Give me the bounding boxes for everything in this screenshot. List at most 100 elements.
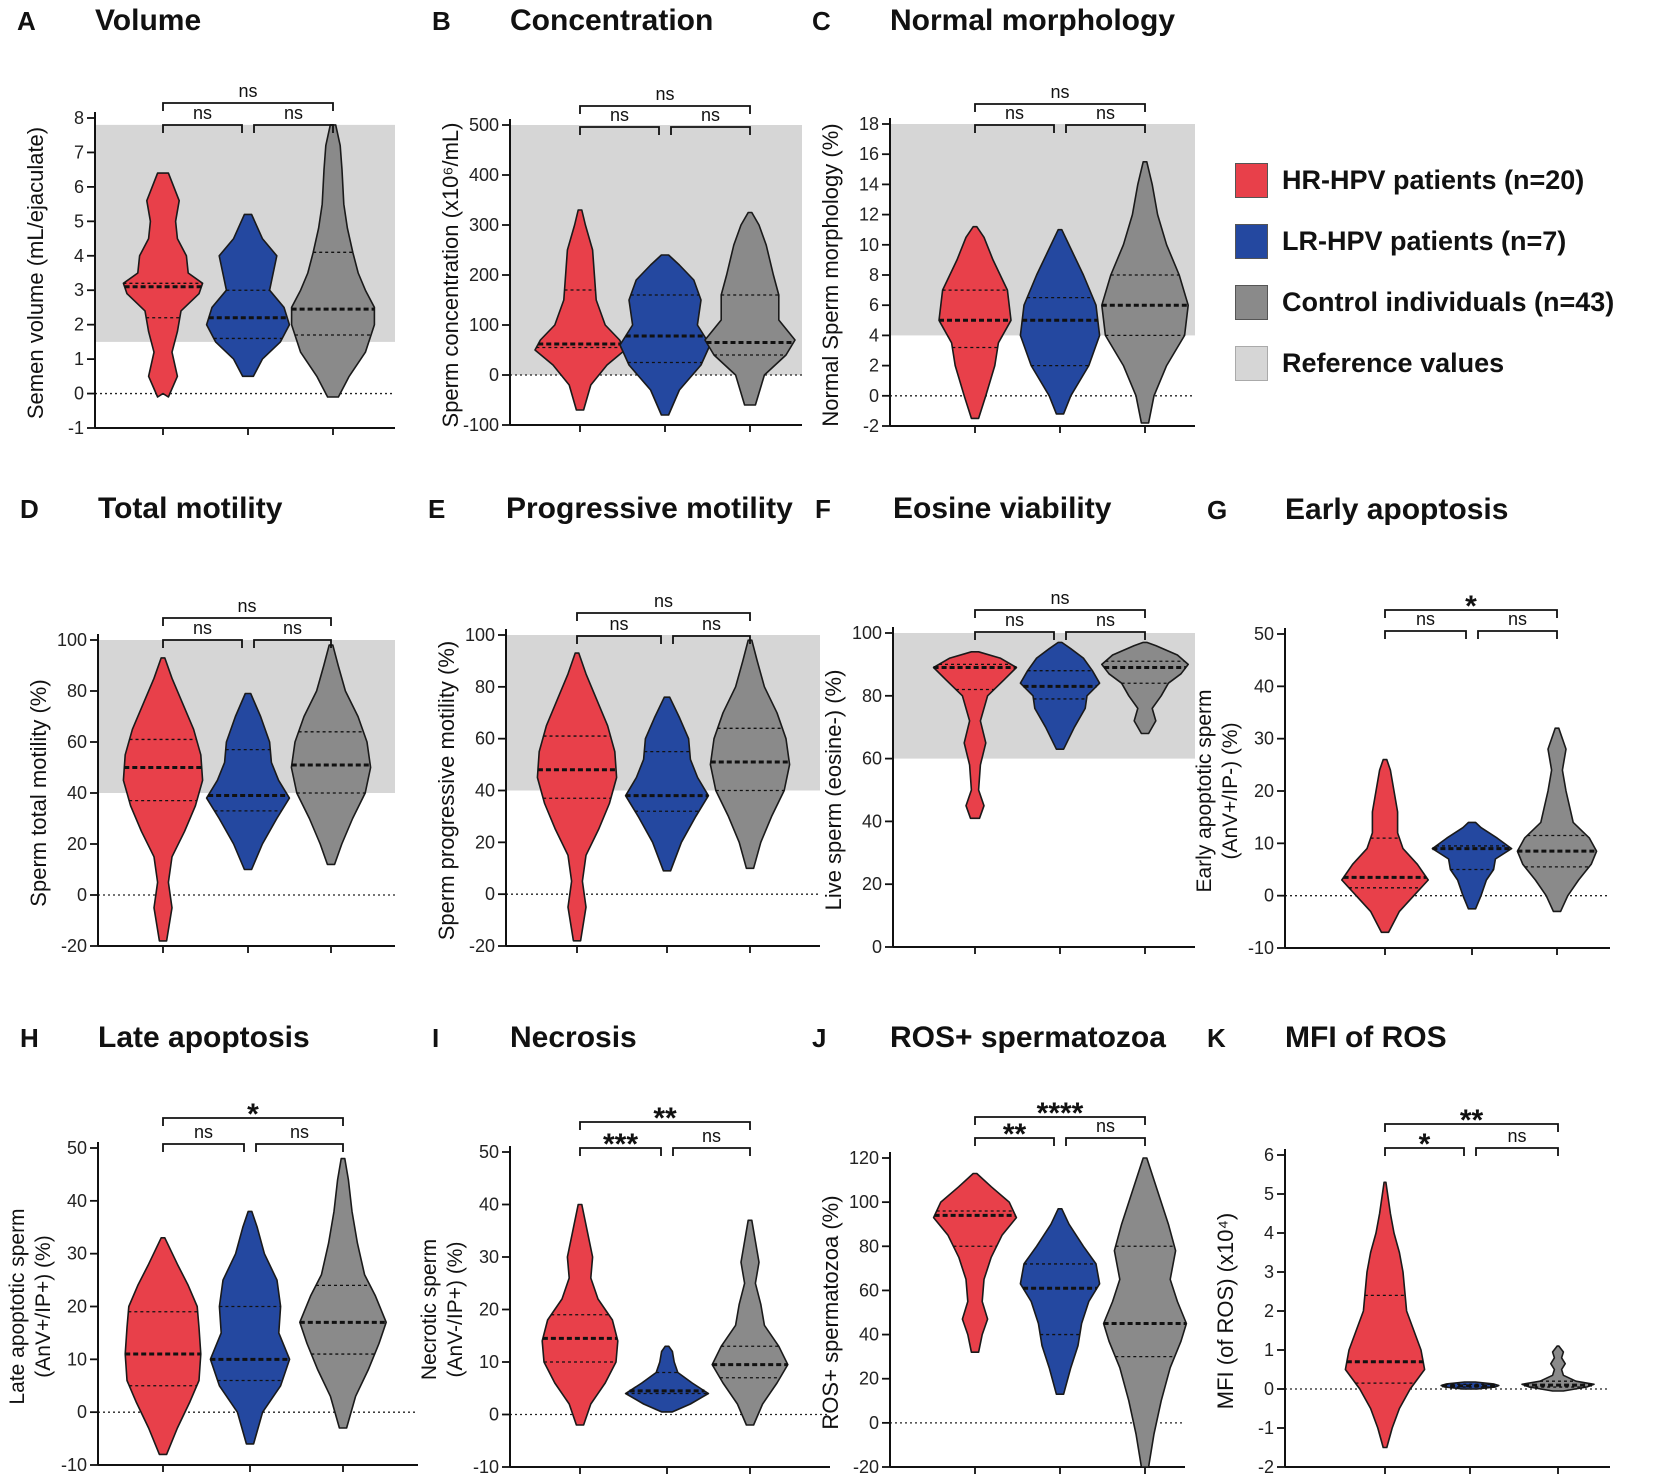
significance-label: ****	[1037, 1097, 1084, 1130]
y-tick-label: 7	[74, 142, 84, 162]
panel-title: Early apoptosis	[1285, 493, 1508, 526]
significance-bracket	[672, 635, 751, 644]
y-tick-label: -20	[469, 936, 495, 956]
significance-label: ***	[603, 1128, 638, 1161]
significance-label: ns	[284, 103, 303, 123]
y-tick-label: 0	[77, 885, 87, 905]
y-tick-label: 8	[74, 108, 84, 128]
y-tick-label: 40	[475, 781, 495, 801]
significance-label: ns	[238, 81, 257, 101]
y-tick-label: 300	[469, 215, 499, 235]
significance-label: ns	[702, 1126, 721, 1146]
y-tick-label: 100	[849, 1192, 879, 1212]
y-tick-label: 10	[479, 1352, 499, 1372]
y-tick-label: 100	[57, 630, 87, 650]
y-tick-label: 0	[872, 937, 882, 957]
panel-letter: C	[812, 6, 831, 36]
y-tick-label: 20	[1254, 781, 1274, 801]
y-tick-label: -10	[61, 1455, 87, 1475]
significance-label: ns	[1507, 1126, 1526, 1146]
y-tick-label: 80	[475, 677, 495, 697]
legend-item-lr: LR-HPV patients (n=7)	[1235, 211, 1614, 272]
panel-title: Normal morphology	[890, 4, 1175, 37]
y-tick-label: 80	[862, 686, 882, 706]
significance-bracket	[579, 1121, 751, 1130]
significance-bracket	[974, 124, 1055, 133]
panel-letter: B	[432, 6, 451, 36]
significance-label: ns	[1096, 610, 1115, 630]
panel-letter: E	[428, 494, 445, 524]
y-tick-label: 6	[1264, 1145, 1274, 1165]
violin-lr	[624, 696, 710, 872]
legend-swatch-ref	[1235, 346, 1268, 381]
y-tick-label: -2	[1258, 1457, 1274, 1477]
y-tick-label: 14	[859, 174, 879, 194]
y-tick-label: -20	[61, 936, 87, 956]
significance-label: ns	[610, 105, 629, 125]
significance-bracket	[579, 1147, 662, 1156]
y-tick-label: 100	[469, 315, 499, 335]
y-tick-label: 1	[74, 349, 84, 369]
y-tick-label: 60	[67, 732, 87, 752]
significance-label: ns	[1005, 103, 1024, 123]
y-tick-label: 2	[1264, 1301, 1274, 1321]
y-tick-label: 3	[74, 280, 84, 300]
y-tick-label: 8	[869, 265, 879, 285]
significance-bracket	[579, 126, 660, 135]
y-tick-label: 4	[74, 246, 84, 266]
significance-bracket	[253, 124, 334, 133]
y-tick-label: 60	[859, 1280, 879, 1300]
legend: HR-HPV patients (n=20) LR-HPV patients (…	[1235, 150, 1614, 394]
y-tick-label: 30	[479, 1247, 499, 1267]
y-tick-label: 5	[1264, 1184, 1274, 1204]
panel-e: -20 0 20 40 60 80 100 ns ns ns E Progressive motili…	[428, 492, 820, 956]
y-tick-label: 60	[862, 749, 882, 769]
violin-control	[711, 1219, 789, 1426]
significance-bracket	[1475, 1147, 1559, 1156]
y-tick-label: 2	[74, 315, 84, 335]
panel-title: Late apoptosis	[98, 1021, 310, 1054]
y-axis-label-unit: (AnV+/IP+) (%)	[32, 1235, 55, 1377]
significance-bracket	[974, 609, 1146, 618]
y-tick-label: 18	[859, 114, 879, 134]
y-tick-label: 500	[469, 115, 499, 135]
significance-label: *	[1465, 590, 1477, 623]
legend-label-hr: HR-HPV patients (n=20)	[1282, 165, 1585, 195]
y-tick-label: 10	[67, 1349, 87, 1369]
significance-bracket	[974, 1137, 1055, 1146]
y-tick-label: 20	[67, 1297, 87, 1317]
panel-g: -10 0 10 20 30 40 50 * ns ns G Early apoptosis Early…	[1193, 493, 1610, 958]
significance-bracket	[162, 639, 243, 648]
y-axis-label: ROS+ spermatozoa (%)	[818, 1195, 843, 1429]
violin-control	[299, 1157, 387, 1429]
y-axis-label: Early apoptotic sperm	[1193, 689, 1216, 892]
violin-hr	[1341, 758, 1429, 934]
significance-label: ns	[194, 1122, 213, 1142]
panel-letter: G	[1207, 495, 1227, 525]
y-tick-label: 80	[859, 1236, 879, 1256]
violin-control	[1101, 641, 1189, 735]
significance-label: ns	[655, 84, 674, 104]
y-tick-label: 5	[74, 211, 84, 231]
violin-control	[1521, 1345, 1595, 1392]
y-tick-label: 100	[852, 623, 882, 643]
y-tick-label: -2	[863, 416, 879, 436]
y-tick-label: 0	[489, 365, 499, 385]
violin-control	[704, 211, 796, 406]
panel-letter: I	[432, 1023, 439, 1053]
significance-label: ns	[290, 1122, 309, 1142]
legend-label-lr: LR-HPV patients (n=7)	[1282, 226, 1567, 256]
panel-letter: J	[812, 1023, 826, 1053]
panel-a: -1 0 1 2 3 4 5 6 7 8 ns ns ns A Volume Semen volume (mL…	[17, 4, 395, 438]
y-tick-label: -100	[463, 415, 499, 435]
legend-item-ctrl: Control individuals (n=43)	[1235, 272, 1614, 333]
y-tick-label: 3	[1264, 1262, 1274, 1282]
y-tick-label: 200	[469, 265, 499, 285]
y-tick-label: 0	[489, 1405, 499, 1425]
legend-swatch-lr	[1235, 224, 1268, 259]
significance-bracket	[576, 635, 662, 644]
panel-letter: D	[20, 494, 39, 524]
